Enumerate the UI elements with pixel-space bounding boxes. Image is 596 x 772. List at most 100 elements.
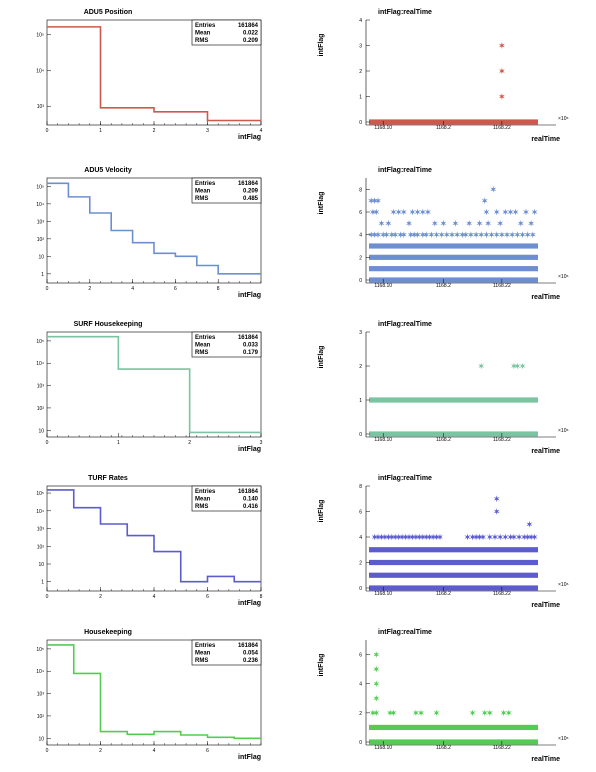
stats-value: 0.022 [243,31,259,37]
y-tick-label: 10⁴ [36,509,44,515]
scatter-point [531,533,538,541]
x-tick-label: 1 [117,440,120,446]
x-axis-label: realTime [531,756,560,763]
scatter-point [498,42,505,49]
stats-key: Entries [195,335,216,341]
x-tick-label: 3 [206,128,209,134]
stats-key: RMS [195,350,208,356]
scatter-point [529,231,536,239]
y-tick-label: 10⁵ [36,339,44,345]
scatter-point [373,665,380,673]
stats-value: 0.179 [243,350,259,356]
x-tick-label: 1 [99,128,102,134]
scatter-point [392,231,399,239]
scatter-panel-1: 0 2 4 6 8 1168.10 1168.2 1168.22 ×10⁶ intFlag:rea… [318,167,569,301]
scatter-band [369,266,538,272]
x-axis-label: realTime [531,136,560,143]
stats-value: 161864 [238,23,259,29]
scatter-point [373,208,380,216]
stats-box: Entries 161864 Mean 0.033 RMS 0.179 [191,331,262,358]
x-tick-label: 4 [260,128,263,134]
x-tick-label: 1168.10 [374,591,392,597]
scatter-point [407,231,414,239]
y-tick-label: 10³ [37,692,45,698]
x-tick-label: 1168.22 [493,125,511,131]
x-tick-label: 2 [153,128,156,134]
stats-key: Entries [195,489,216,495]
scatter-point [485,219,492,227]
x-tick-label: 4 [153,748,156,754]
scatter-point [433,709,440,717]
x-axis-exponent: ×10⁶ [558,116,569,122]
stats-value: 161864 [238,489,259,495]
y-tick-label: 10 [38,562,44,568]
y-tick-label: 6 [359,510,362,516]
scatter-point [452,219,459,227]
y-tick-label: 3 [359,330,362,336]
y-tick-label: 0 [359,586,362,592]
y-tick-label: 10⁵ [36,32,44,38]
x-tick-label: 2 [99,748,102,754]
scatter-point [468,231,474,239]
scatter-point [390,208,397,216]
x-axis-label: realTime [531,448,560,455]
x-tick-label: 1168.10 [374,283,392,289]
scatter-point [380,231,387,239]
scatter-point [371,533,378,541]
scatter-point [466,219,473,227]
scatter-point [412,533,419,541]
y-tick-label: 10 [38,736,44,742]
scatter-point [514,231,521,239]
scatter-point [519,362,526,370]
scatter-point [512,208,519,216]
scatter-panel-4: 0 2 4 6 1168.10 1168.2 1168.22 ×10⁶ intFlag:real… [318,629,569,763]
x-axis-label: intFlag [238,134,261,141]
scatter-point [419,231,426,239]
scatter-title: intFlag:realTime [378,9,432,16]
scatter-point [419,533,426,541]
y-tick-label: 4 [359,18,362,24]
scatter-point [504,231,510,239]
stats-box-frame [191,19,262,46]
scatter-point [409,208,416,216]
scatter-point [481,197,488,205]
x-tick-label: 2 [188,440,191,446]
scatter-point [440,219,447,227]
histogram-title: SURF Housekeeping [74,321,143,328]
y-tick-label: 6 [359,653,362,659]
scatter-title: intFlag:realTime [378,167,432,174]
scatter-point [517,219,524,227]
scatter-point [423,231,430,239]
scatter-point [397,231,404,239]
scatter-panel-2: 0 1 2 3 1168.10 1168.2 1168.22 ×10⁶ intFlag:real… [318,321,569,455]
scatter-panel-0: 0 1 2 3 4 1168.10 1168.2 1168.22 ×10⁶ intFlag:rea… [318,9,569,143]
y-tick-label: 4 [359,535,362,541]
y-tick-label: 10⁴ [36,361,44,367]
x-tick-label: 1168.2 [436,125,451,131]
histogram-title: ADU5 Position [84,9,133,16]
scatter-point [385,219,392,227]
scatter-point [498,67,505,75]
scatter-point [423,533,430,541]
scatter-point [507,208,514,216]
scatter-point [409,533,416,541]
scatter-point [521,533,528,541]
scatter-point [433,231,440,239]
stats-box: Entries 161864 Mean 0.140 RMS 0.416 [191,485,262,512]
scatter-point [481,709,488,717]
scatter-panel-3: 0 2 4 6 8 1168.10 1168.2 1168.22 ×10⁶ intFlag:rea… [318,475,569,609]
y-tick-label: 10 [38,254,44,260]
histogram-line [47,489,261,583]
y-tick-label: 10⁴ [36,669,44,675]
scatter-point [459,231,466,239]
scatter-point [519,231,526,239]
scatter-band [369,572,538,578]
y-tick-label: 10² [37,544,45,550]
scatter-point [476,219,483,227]
y-tick-label: 2 [359,255,362,261]
stats-box: Entries 161864 Mean 0.209 RMS 0.485 [191,177,262,204]
x-axis-exponent: ×10⁶ [558,736,569,742]
scatter-point [511,533,517,541]
y-axis-label: intFlag [318,500,325,523]
